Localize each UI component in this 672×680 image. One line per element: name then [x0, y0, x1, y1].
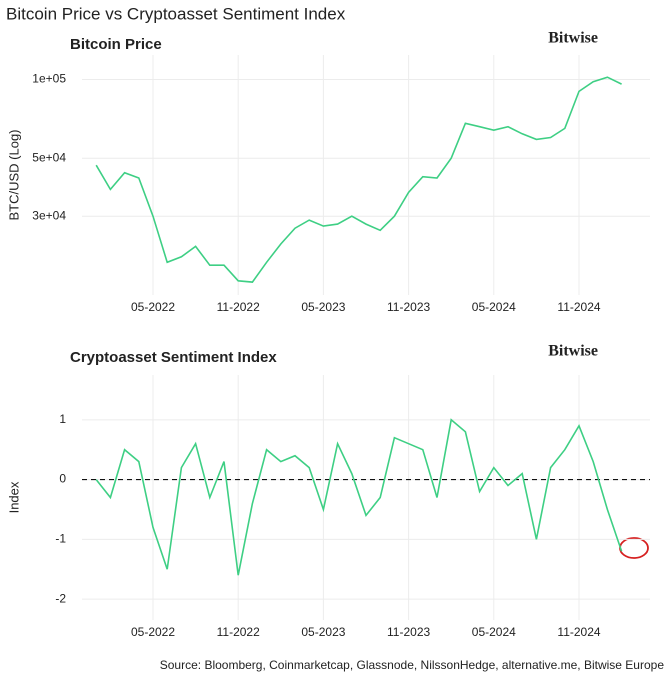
chart-title: Cryptoasset Sentiment Index: [70, 349, 277, 366]
highlight-circle: [619, 537, 649, 559]
y-tick-label: -1: [55, 532, 66, 546]
x-tick-label: 05-2023: [301, 300, 345, 314]
y-tick-label: 1: [59, 412, 66, 426]
x-tick-label: 11-2022: [217, 625, 260, 639]
x-tick-label: 11-2022: [217, 300, 260, 314]
x-tick-label: 05-2022: [131, 300, 175, 314]
x-tick-label: 11-2024: [557, 300, 600, 314]
x-tick-label: 05-2024: [472, 625, 516, 639]
chart-title: Bitcoin Price: [70, 36, 162, 53]
y-axis-label: BTC/USD (Log): [6, 129, 21, 220]
logo: Bitwise: [548, 30, 598, 47]
data-line: [95, 76, 622, 283]
y-tick-label: 1e+05: [32, 72, 66, 86]
x-tick-label: 11-2024: [557, 625, 600, 639]
figure-title: Bitcoin Price vs Cryptoasset Sentiment I…: [6, 4, 346, 23]
y-tick-label: -2: [55, 591, 66, 605]
x-tick-label: 05-2023: [301, 625, 345, 639]
logo: Bitwise: [548, 343, 598, 360]
x-tick-label: 05-2024: [472, 300, 516, 314]
x-tick-label: 05-2022: [131, 625, 175, 639]
source-note: Source: Bloomberg, Coinmarketcap, Glassn…: [160, 658, 665, 672]
y-tick-label: 3e+04: [32, 208, 66, 222]
x-tick-label: 11-2023: [387, 625, 430, 639]
y-tick-label: 0: [59, 472, 66, 486]
y-tick-label: 5e+04: [32, 150, 66, 164]
y-axis-label: Index: [6, 481, 21, 513]
data-line: [95, 418, 623, 576]
x-tick-label: 11-2023: [387, 300, 430, 314]
